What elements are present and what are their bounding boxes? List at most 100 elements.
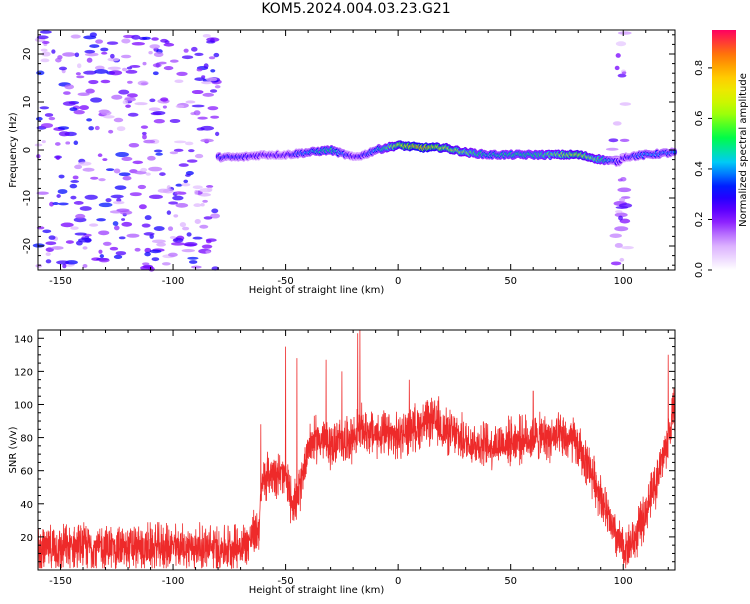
noise-blob — [160, 97, 169, 102]
noise-blob — [127, 80, 133, 84]
x-tick-label: 100 — [614, 576, 633, 587]
noise-blob — [69, 107, 78, 112]
colorbar-tick-label: 0.6 — [694, 110, 705, 126]
noise-blob — [48, 116, 56, 121]
noise-blob — [35, 264, 43, 268]
noise-blob — [76, 75, 85, 79]
noise-blob — [74, 164, 83, 170]
noise-blob — [179, 222, 187, 228]
noise-blob — [115, 251, 127, 256]
noise-blob — [215, 131, 220, 137]
noise-blob — [102, 241, 112, 246]
noise-blob — [121, 38, 131, 44]
noise-blob — [98, 178, 106, 182]
noise-blob — [210, 115, 220, 119]
noise-blob — [159, 172, 166, 176]
x-axis-label: Height of straight line (km) — [249, 585, 385, 596]
noise-blob — [185, 173, 191, 177]
noise-blob — [73, 140, 79, 146]
noise-blob — [153, 226, 165, 231]
noise-blob — [32, 243, 45, 248]
noise-blob — [116, 208, 130, 212]
noise-blob — [621, 246, 634, 250]
noise-blob — [51, 246, 64, 250]
noise-blob — [82, 167, 95, 172]
noise-blob — [619, 257, 625, 262]
noise-blob — [96, 218, 106, 222]
noise-blob — [206, 77, 218, 82]
noise-blob — [131, 42, 146, 46]
noise-blob — [181, 55, 194, 60]
noise-blob — [121, 67, 128, 72]
noise-blob — [194, 219, 201, 225]
noise-blob — [201, 244, 213, 249]
noise-blob — [153, 51, 164, 58]
noise-blob — [201, 81, 213, 85]
noise-blob — [621, 71, 627, 75]
noise-blob — [152, 63, 162, 68]
noise-blob — [161, 262, 171, 266]
noise-blob — [102, 158, 108, 162]
noise-blob — [112, 221, 119, 226]
noise-blob — [70, 226, 79, 230]
noise-blob — [55, 155, 61, 160]
noise-blob — [58, 131, 70, 137]
noise-blob — [214, 85, 221, 89]
noise-blob — [151, 37, 159, 41]
noise-blob — [144, 247, 152, 253]
noise-blob — [122, 175, 132, 181]
noise-blob — [183, 48, 189, 53]
noise-blob — [614, 242, 623, 248]
noise-blob — [202, 199, 208, 203]
noise-blob — [111, 94, 123, 100]
noise-blob — [148, 107, 161, 112]
noise-blob — [151, 257, 160, 262]
noise-blob — [149, 249, 162, 254]
noise-blob — [101, 51, 108, 55]
noise-blob — [612, 121, 622, 126]
noise-blob — [175, 183, 183, 187]
noise-blob — [157, 188, 170, 193]
noise-blob — [58, 66, 68, 71]
noise-blob — [85, 88, 95, 94]
noise-blob — [34, 143, 43, 147]
noise-blob — [186, 232, 192, 237]
noise-blob — [77, 92, 90, 97]
noise-blob — [148, 266, 155, 272]
spectral-ridge — [215, 140, 678, 168]
noise-blob — [94, 65, 105, 71]
noise-blob — [58, 174, 65, 179]
noise-blob — [110, 53, 115, 59]
noise-blob — [164, 40, 170, 44]
noise-blob — [84, 52, 99, 57]
noise-blob — [213, 52, 220, 58]
noise-blob — [150, 112, 162, 116]
noise-blob — [141, 131, 147, 136]
noise-blob — [62, 52, 76, 57]
x-tick-label: -150 — [49, 276, 72, 287]
y-tick-label: 20 — [22, 48, 33, 61]
noise-blob — [175, 203, 189, 208]
noise-blob — [186, 159, 198, 163]
noise-blob — [162, 105, 167, 109]
noise-blob — [86, 57, 93, 63]
noise-blob — [203, 63, 209, 69]
noise-blob — [115, 152, 129, 158]
noise-blob — [185, 141, 194, 146]
noise-blob — [108, 129, 114, 134]
noise-blob — [203, 216, 213, 220]
noise-blob — [121, 221, 133, 227]
noise-blob — [94, 125, 100, 131]
y-tick-label: 80 — [20, 434, 33, 445]
noise-blob — [76, 63, 82, 69]
noise-blob — [57, 202, 69, 206]
noise-blob — [94, 69, 109, 74]
noise-blob — [618, 203, 633, 208]
colorbar-tick-label: 0.8 — [694, 60, 705, 76]
noise-blob — [131, 34, 141, 40]
noise-blob — [129, 192, 142, 197]
noise-blob — [181, 248, 196, 253]
noise-blob — [118, 236, 126, 240]
noise-blob — [41, 140, 46, 144]
y-axis-label: SNR (v/v) — [8, 426, 19, 473]
